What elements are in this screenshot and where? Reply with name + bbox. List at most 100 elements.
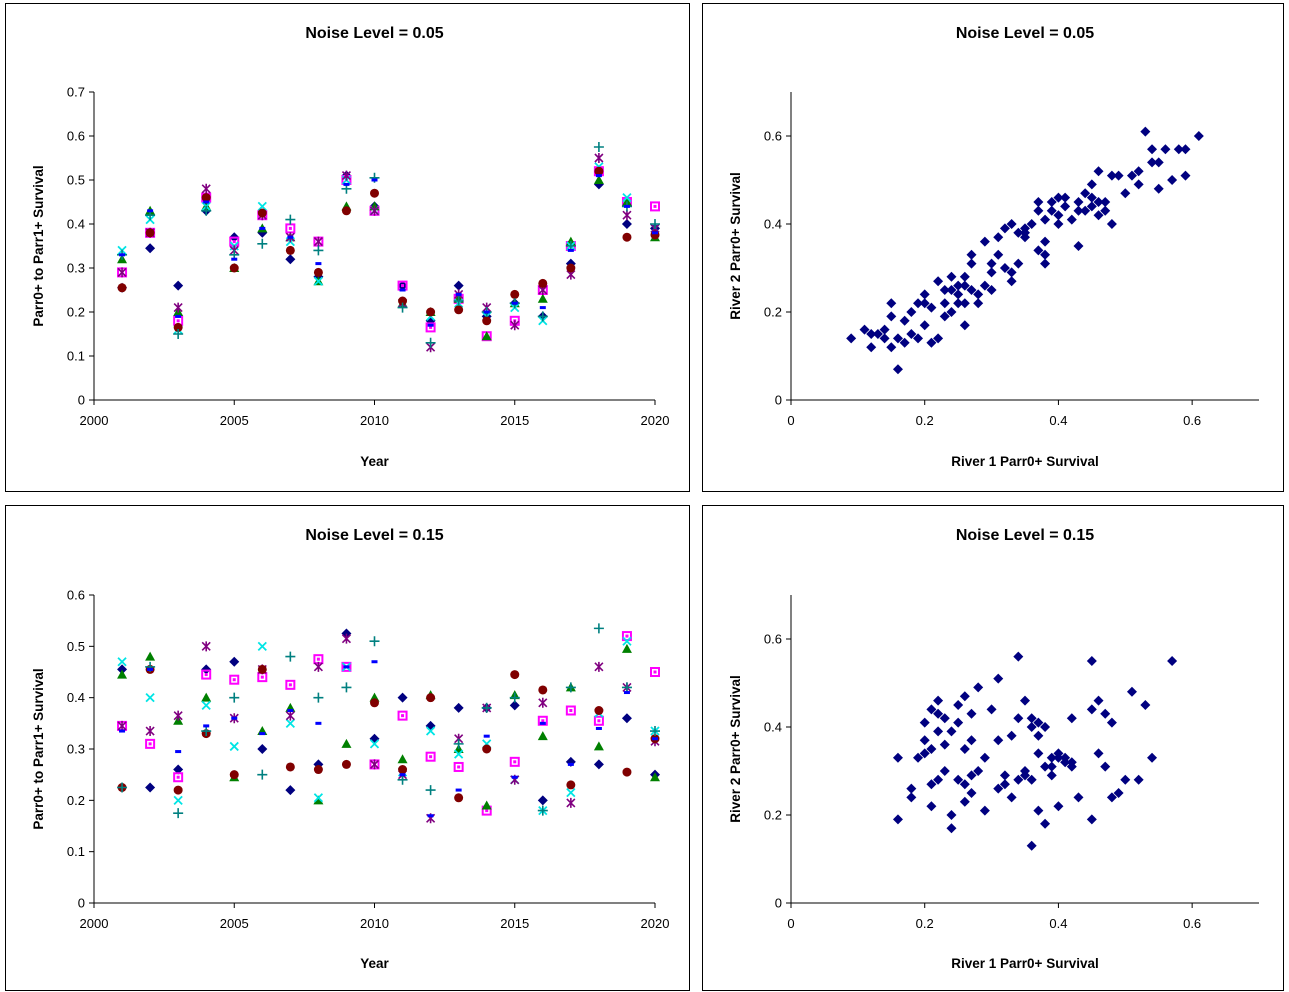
y-tick-label: 0.2 bbox=[764, 808, 782, 823]
data-point bbox=[979, 236, 990, 247]
chart-panel-river-noise-005: Noise Level = 0.05 0 0.2 0.4 0.6 0 0.2 0.4 0.6 Ri… bbox=[702, 3, 1284, 492]
data-point bbox=[313, 795, 324, 805]
data-point bbox=[973, 682, 984, 693]
data-point bbox=[201, 664, 212, 675]
data-point bbox=[899, 337, 910, 348]
data-point bbox=[201, 726, 212, 737]
data-point bbox=[1086, 179, 1097, 190]
data-point bbox=[313, 276, 324, 286]
data-point bbox=[999, 779, 1010, 790]
data-point bbox=[1093, 210, 1104, 221]
data-point bbox=[650, 667, 660, 677]
data-point bbox=[966, 258, 977, 269]
y-tick-label: 0.6 bbox=[764, 632, 782, 647]
data-point bbox=[173, 785, 183, 795]
data-point bbox=[1093, 748, 1104, 759]
data-point bbox=[566, 797, 576, 808]
data-point bbox=[287, 709, 294, 712]
data-point bbox=[1046, 761, 1057, 772]
data-point bbox=[1073, 205, 1084, 216]
data-point bbox=[1133, 179, 1144, 190]
data-point bbox=[623, 691, 630, 695]
data-point bbox=[979, 752, 990, 763]
data-point bbox=[1046, 752, 1057, 763]
y-tick-label: 0.3 bbox=[67, 261, 85, 276]
data-point bbox=[453, 738, 464, 749]
data-point bbox=[913, 298, 924, 309]
data-point bbox=[119, 253, 126, 257]
data-point bbox=[933, 708, 944, 719]
x-tick-label: 0.4 bbox=[1049, 413, 1067, 428]
data-point bbox=[1033, 205, 1044, 216]
data-point bbox=[257, 238, 268, 249]
y-tick-label: 0.4 bbox=[764, 217, 782, 232]
data-point bbox=[1040, 818, 1051, 829]
data-point bbox=[539, 721, 546, 725]
data-point bbox=[313, 236, 323, 247]
data-point bbox=[926, 302, 937, 313]
data-point bbox=[145, 243, 156, 254]
data-point bbox=[906, 329, 917, 339]
data-point bbox=[453, 761, 464, 772]
data-point bbox=[939, 285, 950, 295]
data-point bbox=[999, 770, 1010, 781]
data-point bbox=[285, 245, 295, 255]
data-point bbox=[538, 278, 548, 288]
data-point bbox=[1073, 241, 1084, 251]
data-point bbox=[1006, 730, 1017, 741]
series-square bbox=[117, 166, 660, 342]
data-point bbox=[1066, 713, 1077, 724]
data-point bbox=[886, 298, 897, 309]
y-tick-label: 0.4 bbox=[67, 690, 85, 705]
data-point bbox=[919, 298, 930, 309]
data-point bbox=[1033, 748, 1044, 759]
y-tick-label: 0 bbox=[775, 896, 782, 911]
data-point bbox=[926, 801, 937, 812]
data-point bbox=[398, 765, 408, 775]
y-tick-label: 0.2 bbox=[67, 793, 85, 808]
data-point bbox=[919, 320, 930, 331]
data-point bbox=[993, 673, 1004, 684]
data-point bbox=[1133, 774, 1144, 785]
data-point bbox=[953, 717, 964, 728]
data-point bbox=[946, 726, 957, 737]
data-point bbox=[259, 226, 266, 230]
data-point bbox=[285, 762, 295, 772]
x-tick-label: 0.6 bbox=[1183, 916, 1201, 931]
data-point bbox=[959, 796, 970, 807]
data-point bbox=[1046, 197, 1057, 207]
data-point bbox=[427, 814, 434, 818]
data-point bbox=[593, 175, 604, 184]
series-diamond bbox=[117, 170, 660, 326]
data-point bbox=[1140, 700, 1151, 710]
data-point bbox=[397, 710, 408, 721]
data-point bbox=[117, 664, 128, 675]
data-point bbox=[425, 337, 436, 348]
data-point bbox=[145, 693, 155, 703]
data-point bbox=[313, 267, 323, 277]
series-square bbox=[117, 631, 660, 816]
data-point bbox=[1167, 656, 1178, 666]
data-point bbox=[565, 705, 576, 716]
y-tick-label: 0.6 bbox=[764, 129, 782, 144]
data-point bbox=[538, 685, 548, 695]
data-point bbox=[593, 741, 604, 751]
data-point bbox=[623, 204, 630, 208]
y-tick-label: 0.6 bbox=[67, 588, 85, 603]
data-point bbox=[1026, 713, 1037, 724]
data-point bbox=[117, 267, 127, 278]
data-point bbox=[1120, 774, 1131, 785]
data-point bbox=[1020, 232, 1030, 243]
data-point bbox=[652, 737, 658, 741]
data-point bbox=[175, 750, 182, 754]
data-point bbox=[173, 302, 183, 313]
x-tick-label: 0 bbox=[787, 413, 794, 428]
data-point bbox=[886, 311, 897, 322]
data-point bbox=[173, 280, 184, 291]
data-point bbox=[567, 248, 574, 252]
data-point bbox=[1006, 219, 1017, 229]
data-point bbox=[145, 738, 156, 749]
data-point bbox=[594, 153, 604, 163]
y-tick-label: 0.5 bbox=[67, 639, 85, 654]
data-point bbox=[285, 214, 296, 225]
